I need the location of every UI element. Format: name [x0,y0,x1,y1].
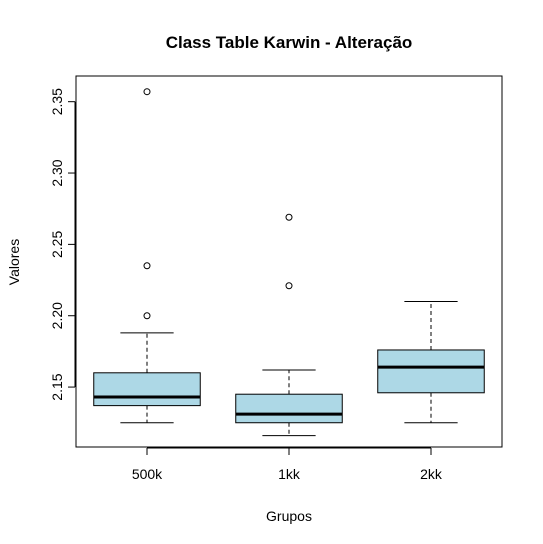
y-axis: 2.15 2.20 2.25 2.30 2.35 [49,88,76,401]
box-500k [93,88,201,424]
x-tick-label: 500k [132,466,163,482]
outlier-point [285,213,293,221]
box-iqr [93,372,201,407]
y-tick-label: 2.20 [49,302,65,329]
y-axis-label: Valores [6,239,22,285]
y-tick-label: 2.15 [49,373,65,400]
outlier-point [143,262,151,270]
x-axis: 500k 1kk 2kk [132,447,443,482]
y-tick-label: 2.35 [49,88,65,115]
outlier-point [285,282,293,290]
x-axis-label: Grupos [266,508,312,524]
box-iqr [235,393,343,424]
chart-title: Class Table Karwin - Alteração [166,33,413,52]
x-tick-label: 1kk [278,466,301,482]
boxes [93,88,485,437]
box-iqr [377,349,485,394]
x-tick-label: 2kk [420,466,443,482]
plot-frame [75,75,503,448]
y-tick-label: 2.25 [49,231,65,258]
outlier-point [143,312,151,320]
box-2kk [377,300,485,424]
box-1kk [235,213,343,437]
outlier-point [143,88,151,96]
y-tick-label: 2.30 [49,159,65,186]
